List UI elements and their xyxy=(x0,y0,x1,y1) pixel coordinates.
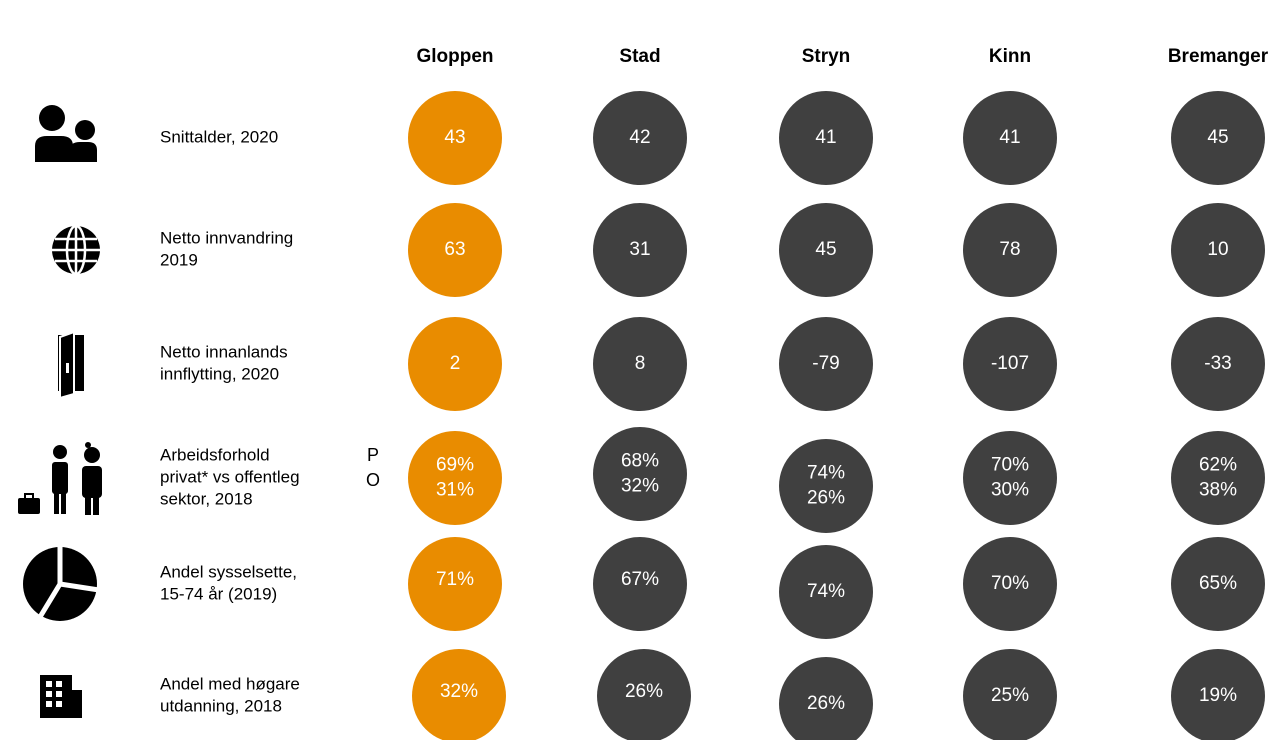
cell-value: 65% xyxy=(1199,573,1237,594)
cell-value: -107 xyxy=(991,353,1029,374)
value-circle xyxy=(1171,203,1265,297)
value-circle xyxy=(408,317,502,411)
value-circle xyxy=(593,427,687,521)
column-header: Kinn xyxy=(989,46,1031,67)
row-label: Andel med høgare xyxy=(160,674,300,693)
value-circle xyxy=(963,317,1057,411)
value-circle xyxy=(779,545,873,639)
column-header: Gloppen xyxy=(416,46,493,67)
cell-value: 45 xyxy=(815,239,836,260)
cell-value: 45 xyxy=(1207,127,1228,148)
value-circle xyxy=(1171,649,1265,740)
value-circle xyxy=(963,649,1057,740)
cell-value: 30% xyxy=(991,480,1029,501)
cell-value: 10 xyxy=(1207,239,1228,260)
row-label: 15-74 år (2019) xyxy=(160,584,277,603)
value-circle xyxy=(1171,317,1265,411)
value-circle xyxy=(408,91,502,185)
value-circle xyxy=(408,203,502,297)
cell-value: 32% xyxy=(440,681,478,702)
sector-marker: O xyxy=(366,470,380,490)
cell-value: 25% xyxy=(991,685,1029,706)
row-label: sektor, 2018 xyxy=(160,489,253,508)
cell-value: 26% xyxy=(807,488,845,509)
cell-value: 70% xyxy=(991,573,1029,594)
value-circle xyxy=(1171,91,1265,185)
cell-value: 42 xyxy=(629,127,650,148)
cell-value: 31 xyxy=(629,239,650,260)
value-circle xyxy=(779,91,873,185)
cell-value: 26% xyxy=(625,681,663,702)
column-header: Stad xyxy=(619,46,660,67)
value-circle xyxy=(408,431,502,525)
cell-value: 69% xyxy=(436,455,474,476)
cell-value: 8 xyxy=(635,353,646,374)
cell-value: 2 xyxy=(450,353,461,374)
row-label: privat* vs offentleg xyxy=(160,467,300,486)
value-circle xyxy=(963,537,1057,631)
value-circle xyxy=(963,203,1057,297)
cell-value: 19% xyxy=(1199,685,1237,706)
globe-icon xyxy=(52,224,100,276)
value-circle xyxy=(593,537,687,631)
value-circle xyxy=(963,91,1057,185)
column-header: Bremanger xyxy=(1168,46,1269,67)
cell-value: 74% xyxy=(807,463,845,484)
cell-value: 31% xyxy=(436,480,474,501)
row-label: 2019 xyxy=(160,250,198,269)
door-icon xyxy=(58,330,84,400)
cell-value: 68% xyxy=(621,451,659,472)
value-circle xyxy=(779,317,873,411)
value-circle xyxy=(597,649,691,740)
value-circle xyxy=(593,317,687,411)
cell-value: 74% xyxy=(807,581,845,602)
row-label: Snittalder, 2020 xyxy=(160,127,278,146)
cell-value: 71% xyxy=(436,569,474,590)
value-circle xyxy=(1171,537,1265,631)
cell-value: 41 xyxy=(999,127,1020,148)
cell-value: 38% xyxy=(1199,480,1237,501)
cell-value: -33 xyxy=(1204,353,1231,374)
sector-marker: P xyxy=(367,445,379,465)
cell-value: 67% xyxy=(621,569,659,590)
value-circle xyxy=(593,91,687,185)
workers-icon xyxy=(18,442,102,515)
icons xyxy=(18,105,102,718)
value-circle xyxy=(963,431,1057,525)
row-label: Arbeidsforhold xyxy=(160,445,270,464)
row-label: innflytting, 2020 xyxy=(160,364,279,383)
value-circle xyxy=(779,439,873,533)
value-circle xyxy=(408,537,502,631)
row-label: utdanning, 2018 xyxy=(160,696,282,715)
row-label: Netto innanlands xyxy=(160,342,288,361)
cell-value: 78 xyxy=(999,239,1020,260)
row-label: Netto innvandring xyxy=(160,228,293,247)
cell-value: 70% xyxy=(991,455,1029,476)
value-circle xyxy=(412,649,506,740)
people-icon xyxy=(35,105,97,162)
cell-value: 41 xyxy=(815,127,836,148)
value-circle xyxy=(593,203,687,297)
value-circle xyxy=(1171,431,1265,525)
cell-value: 62% xyxy=(1199,455,1237,476)
cell-value: 32% xyxy=(621,476,659,497)
building-icon xyxy=(40,675,82,718)
pie-icon xyxy=(23,545,100,621)
value-circle xyxy=(779,203,873,297)
cell-value: -79 xyxy=(812,353,839,374)
cell-value: 63 xyxy=(444,239,465,260)
column-header: Stryn xyxy=(802,46,851,67)
cell-value: 43 xyxy=(444,127,465,148)
row-label: Andel sysselsette, xyxy=(160,562,297,581)
value-circle xyxy=(779,657,873,740)
cell-value: 26% xyxy=(807,693,845,714)
